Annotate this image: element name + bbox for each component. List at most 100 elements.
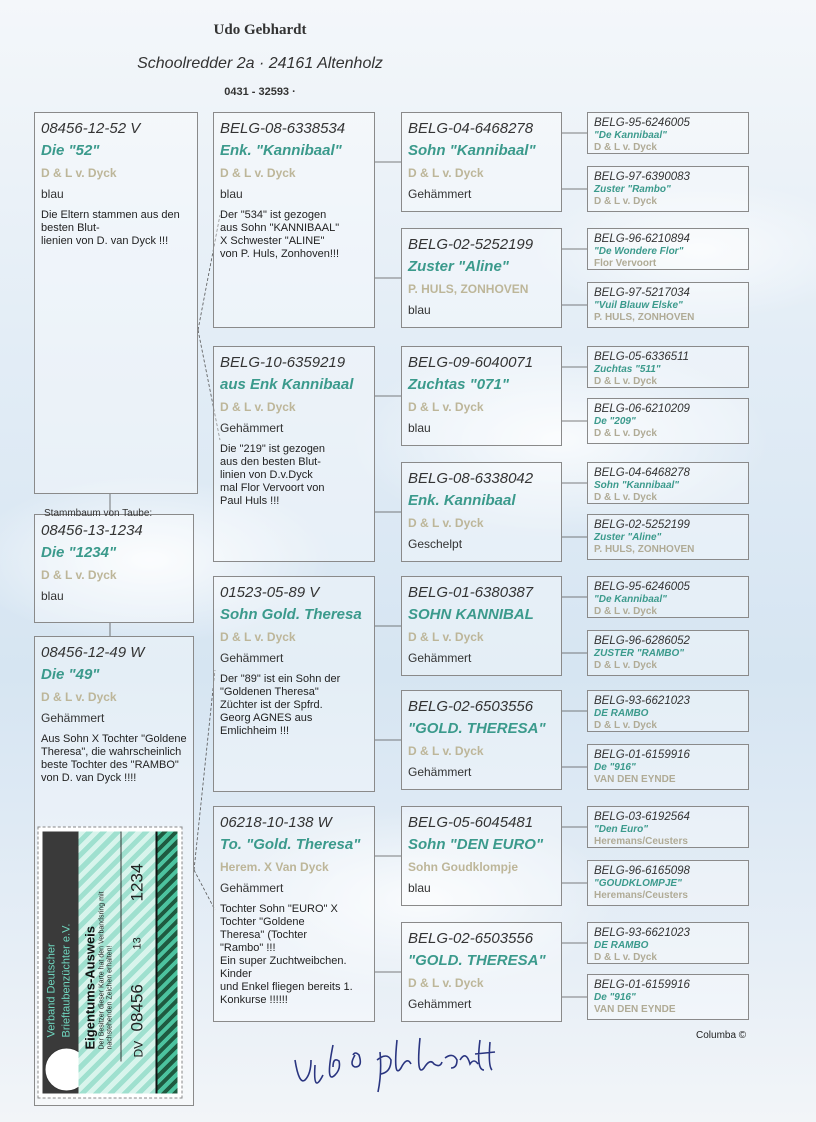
pigeon-name: Zuster "Aline": [408, 258, 509, 275]
breeder: D & L v. Dyck: [220, 400, 296, 414]
great-grandparent-card[interactable]: BELG-05-6045481 Sohn "DEN EURO" Sohn Goudk…: [401, 806, 562, 906]
great-grandparent-card[interactable]: BELG-02-5252199 Zuster "Aline" P. HULS, ZO…: [401, 228, 562, 328]
pigeon-name: De "916": [594, 762, 636, 773]
ring-number: BELG-08-6338534: [220, 120, 346, 137]
breeder: D & L v. Dyck: [594, 660, 657, 671]
ring-number: 08456-12-49 W: [41, 644, 145, 661]
ring-number: BELG-05-6336511: [594, 351, 690, 363]
great-great-grandparent-card[interactable]: BELG-97-6390083 Zuster "Rambo" D & L v. Dy…: [587, 166, 749, 212]
plumage-color: Gehämmert: [220, 881, 284, 895]
pedigree-note: Der "89" ist ein Sohn der "Goldenen Ther…: [220, 673, 341, 737]
great-great-grandparent-card[interactable]: BELG-06-6210209 De "209" D & L v. Dyck: [587, 398, 749, 444]
great-great-grandparent-card[interactable]: BELG-96-6165098 "GOUDKLOMPJE" Heremans/Ceu…: [587, 860, 749, 906]
breeder: VAN DEN EYNDE: [594, 774, 676, 785]
great-grandparent-card[interactable]: BELG-08-6338042 Enk. Kannibaal D & L v. Dy…: [401, 462, 562, 562]
ring-number: BELG-09-6040071: [408, 354, 534, 371]
breeder: P. HULS, ZONHOVEN: [408, 282, 529, 296]
breeder: D & L v. Dyck: [41, 166, 117, 180]
plumage-color: blau: [41, 187, 64, 201]
breeder: D & L v. Dyck: [408, 976, 484, 990]
card-security-strip: [155, 831, 178, 1094]
pigeon-name: aus Enk Kannibaal: [220, 376, 354, 393]
great-great-grandparent-card[interactable]: BELG-02-5252199 Zuster "Aline" P. HULS, ZO…: [587, 514, 749, 560]
card-org: Verband Deutscher Brieftaubenzüchter e.V…: [45, 924, 75, 1038]
pigeon-name: DE RAMBO: [594, 708, 649, 719]
pedigree-note: Die Eltern stammen aus den besten Blut- …: [41, 209, 180, 247]
grandparent-card[interactable]: BELG-08-6338534 Enk. "Kannibaal" D & L v. …: [213, 112, 375, 328]
great-great-grandparent-card[interactable]: BELG-01-6159916 De "916" VAN DEN EYNDE: [587, 974, 749, 1020]
grandparent-card[interactable]: 01523-05-89 V Sohn Gold. Theresa D & L v. …: [213, 576, 375, 792]
great-great-grandparent-card[interactable]: BELG-96-6286052 ZUSTER "RAMBO" D & L v. Dy…: [587, 630, 749, 676]
connector-line: [193, 869, 216, 911]
software-credit: Columba ©: [696, 1030, 747, 1041]
great-great-grandparent-card[interactable]: BELG-01-6159916 De "916" VAN DEN EYNDE: [587, 744, 749, 790]
great-great-grandparent-card[interactable]: BELG-97-5217034 "Vuil Blauw Elske" P. HULS…: [587, 282, 749, 328]
pigeon-name: De "916": [594, 992, 636, 1003]
breeder: D & L v. Dyck: [408, 400, 484, 414]
breeder: Heremans/Ceusters: [594, 890, 688, 901]
plumage-color: blau: [408, 421, 431, 435]
plumage-color: blau: [408, 303, 431, 317]
breeder: D & L v. Dyck: [594, 606, 657, 617]
great-great-grandparent-card[interactable]: BELG-05-6336511 Zuchtas "511" D & L v. Dyc…: [587, 346, 749, 388]
owner-address: Schoolredder 2a · 24161 Altenholz: [137, 55, 383, 72]
pigeon-name: "De Wondere Flor": [594, 246, 684, 257]
pedigree-note: Aus Sohn X Tochter "Goldene Theresa", di…: [41, 733, 187, 784]
subject-card[interactable]: 08456-13-1234 Die "1234" D & L v. Dyck blau: [34, 514, 194, 623]
sire-card[interactable]: 08456-12-52 V Die "52" D & L v. Dyck blau Di…: [34, 112, 198, 494]
pigeon-name: "GOUDKLOMPJE": [594, 878, 682, 889]
ring-number: BELG-96-6165098: [594, 865, 690, 877]
owner-phone: 0431 - 32593 ·: [224, 86, 296, 98]
ring-number: BELG-02-5252199: [408, 236, 534, 253]
breeder: Heremans/Ceusters: [594, 836, 688, 847]
ring-number: BELG-02-5252199: [594, 519, 690, 531]
great-great-grandparent-card[interactable]: BELG-93-6621023 DE RAMBO D & L v. Dyck: [587, 922, 749, 964]
ring-number: BELG-06-6210209: [594, 403, 690, 415]
ring-number: BELG-96-6286052: [594, 635, 690, 647]
pigeon-name: ZUSTER "RAMBO": [594, 648, 685, 659]
great-great-grandparent-card[interactable]: BELG-95-6246005 "De Kannibaal" D & L v. Dy…: [587, 112, 749, 154]
great-grandparent-card[interactable]: BELG-09-6040071 Zuchtas "071" D & L v. Dyc…: [401, 346, 562, 446]
ring-number: BELG-03-6192564: [594, 811, 690, 823]
pigeon-name: Zuster "Aline": [594, 532, 662, 543]
breeder: D & L v. Dyck: [408, 166, 484, 180]
breeder: D & L v. Dyck: [41, 690, 117, 704]
breeder: D & L v. Dyck: [594, 952, 657, 963]
plumage-color: blau: [41, 589, 64, 603]
breeder: D & L v. Dyck: [41, 568, 117, 582]
breeder: D & L v. Dyck: [408, 630, 484, 644]
ring-number: BELG-10-6359219: [220, 354, 346, 371]
card-org-line1: Verband Deutscher: [45, 943, 58, 1038]
great-grandparent-card[interactable]: BELG-01-6380387 SOHN KANNIBAL D & L v. Dyc…: [401, 576, 562, 676]
ring-number: BELG-97-5217034: [594, 287, 690, 299]
grandparent-card[interactable]: BELG-10-6359219 aus Enk Kannibaal D & L v.…: [213, 346, 375, 562]
pigeon-name: Zuster "Rambo": [594, 184, 671, 195]
ring-number: BELG-01-6159916: [594, 749, 690, 761]
plumage-color: Gehämmert: [408, 765, 472, 779]
pigeon-name: Enk. Kannibaal: [408, 492, 516, 509]
pigeon-name: "De Kannibaal": [594, 594, 667, 605]
great-grandparent-card[interactable]: BELG-04-6468278 Sohn "Kannibaal" D & L v. …: [401, 112, 562, 212]
breeder: P. HULS, ZONHOVEN: [594, 544, 695, 555]
great-great-grandparent-card[interactable]: BELG-04-6468278 Sohn "Kannibaal" D & L v. …: [587, 462, 749, 504]
breeder: D & L v. Dyck: [594, 428, 657, 439]
ring-number: BELG-93-6621023: [594, 695, 690, 707]
great-great-grandparent-card[interactable]: BELG-03-6192564 "Den Euro" Heremans/Ceuste…: [587, 806, 749, 848]
pigeon-name: Sohn Gold. Theresa: [220, 606, 362, 623]
ring-number: BELG-97-6390083: [594, 171, 690, 183]
great-grandparent-card[interactable]: BELG-02-6503556 "GOLD. THERESA" D & L v. D…: [401, 690, 562, 790]
great-grandparent-card[interactable]: BELG-02-6503556 "GOLD. THERESA" D & L v. D…: [401, 922, 562, 1022]
great-great-grandparent-card[interactable]: BELG-93-6621023 DE RAMBO D & L v. Dyck: [587, 690, 749, 732]
ring-number: BELG-01-6159916: [594, 979, 690, 991]
great-great-grandparent-card[interactable]: BELG-96-6210894 "De Wondere Flor" Flor Ver…: [587, 228, 749, 270]
pedigree-note: Der "534" ist gezogen aus Sohn "KANNIBAA…: [220, 209, 340, 260]
great-great-grandparent-card[interactable]: BELG-95-6246005 "De Kannibaal" D & L v. Dy…: [587, 576, 749, 618]
card-text: Der Besitzer dieser Karte hat den Verban…: [98, 891, 114, 1050]
plumage-color: Gehämmert: [220, 421, 284, 435]
owner-name: Udo Gebhardt: [213, 22, 307, 38]
grandparent-card[interactable]: 06218-10-138 W To. "Gold. Theresa" Herem. …: [213, 806, 375, 1022]
breeder: D & L v. Dyck: [594, 720, 657, 731]
pigeon-name: Die "52": [41, 142, 100, 159]
breeder: D & L v. Dyck: [594, 492, 657, 503]
